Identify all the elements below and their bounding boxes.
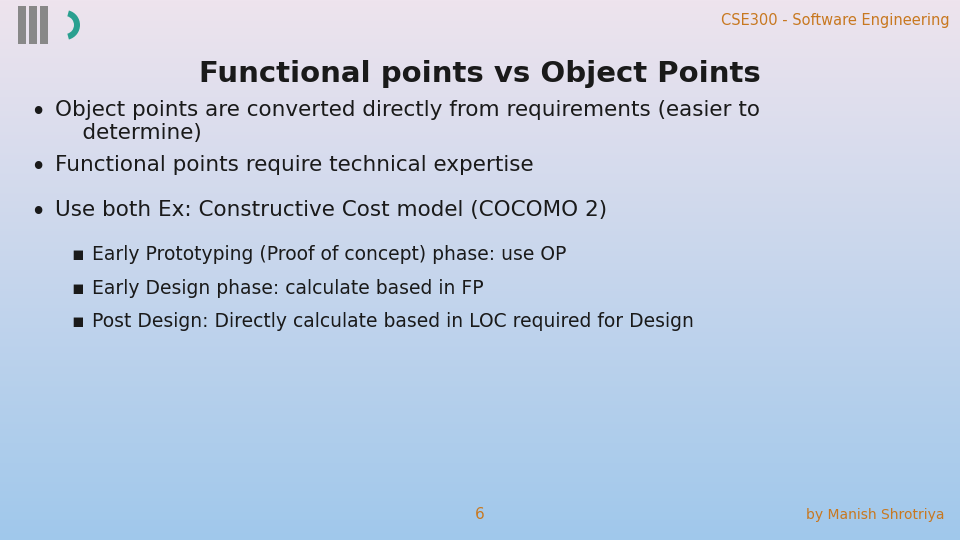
Text: •: • [31,100,46,126]
Text: Early Prototyping (Proof of concept) phase: use OP: Early Prototyping (Proof of concept) pha… [92,245,566,264]
Text: Early Design phase: calculate based in FP: Early Design phase: calculate based in F… [92,279,484,298]
Text: Functional points vs Object Points: Functional points vs Object Points [199,60,761,88]
Text: by Manish Shrotriya: by Manish Shrotriya [806,508,945,522]
Bar [18,6,26,44]
Bar [29,6,37,44]
Text: ▪: ▪ [72,312,84,331]
Text: ▪: ▪ [72,245,84,264]
Text: CSE300 - Software Engineering: CSE300 - Software Engineering [721,13,950,28]
Text: •: • [31,200,46,226]
Bar [40,6,48,44]
Text: 6: 6 [475,507,485,522]
Text: Object points are converted directly from requirements (easier to
    determine): Object points are converted directly fro… [55,100,760,143]
Text: Use both Ex: Constructive Cost model (COCOMO 2): Use both Ex: Constructive Cost model (CO… [55,200,607,220]
Text: •: • [31,155,46,181]
Text: ▪: ▪ [72,279,84,298]
Wedge shape [67,10,80,39]
Text: Post Design: Directly calculate based in LOC required for Design: Post Design: Directly calculate based in… [92,312,694,331]
Text: Functional points require technical expertise: Functional points require technical expe… [55,155,534,175]
